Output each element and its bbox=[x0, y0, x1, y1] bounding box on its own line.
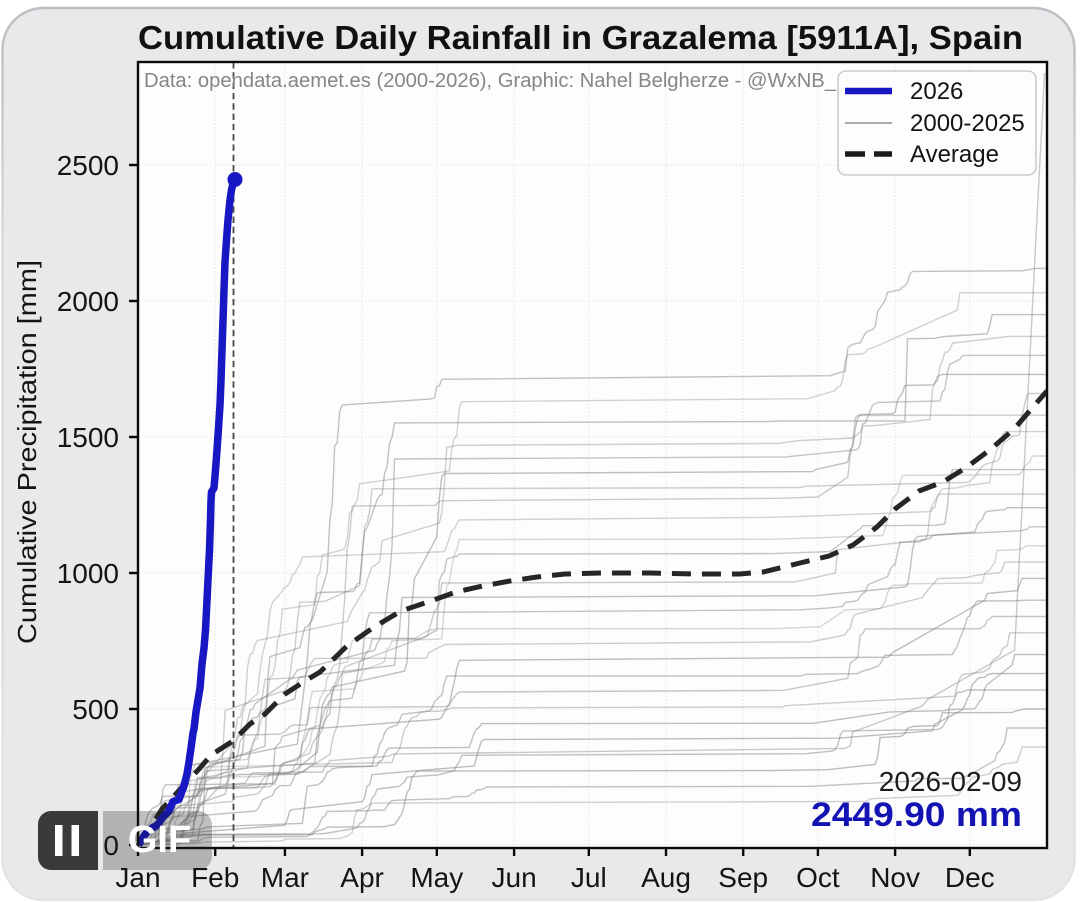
svg-text:0: 0 bbox=[103, 830, 119, 861]
svg-text:Sep: Sep bbox=[718, 862, 768, 893]
svg-text:Oct: Oct bbox=[796, 862, 840, 893]
svg-text:2500: 2500 bbox=[57, 150, 119, 181]
svg-text:Mar: Mar bbox=[261, 862, 309, 893]
svg-text:1500: 1500 bbox=[57, 422, 119, 453]
svg-text:2449.90 mm: 2449.90 mm bbox=[811, 796, 1022, 834]
svg-text:2026: 2026 bbox=[910, 78, 963, 105]
svg-text:2026-02-09: 2026-02-09 bbox=[879, 766, 1022, 797]
svg-text:1000: 1000 bbox=[57, 558, 119, 589]
svg-text:Jun: Jun bbox=[492, 862, 537, 893]
svg-text:Dec: Dec bbox=[945, 862, 995, 893]
svg-text:May: May bbox=[410, 862, 463, 893]
svg-text:Jul: Jul bbox=[571, 862, 607, 893]
svg-text:Apr: Apr bbox=[340, 862, 384, 893]
svg-text:Aug: Aug bbox=[641, 862, 691, 893]
svg-text:Cumulative Precipitation [mm]: Cumulative Precipitation [mm] bbox=[12, 260, 42, 644]
svg-text:GIF: GIF bbox=[128, 819, 191, 861]
svg-text:500: 500 bbox=[72, 694, 119, 725]
svg-text:2000: 2000 bbox=[57, 286, 119, 317]
svg-text:2000-2025: 2000-2025 bbox=[910, 110, 1025, 137]
svg-text:Nov: Nov bbox=[870, 862, 920, 893]
svg-text:Cumulative Daily Rainfall in G: Cumulative Daily Rainfall in Grazalema [… bbox=[138, 19, 1023, 56]
svg-text:Feb: Feb bbox=[191, 862, 239, 893]
svg-text:Average: Average bbox=[910, 141, 999, 168]
svg-text:Jan: Jan bbox=[115, 862, 160, 893]
svg-text:Data: opendata.aemet.es (2000-: Data: opendata.aemet.es (2000-2026), Gra… bbox=[144, 70, 837, 92]
